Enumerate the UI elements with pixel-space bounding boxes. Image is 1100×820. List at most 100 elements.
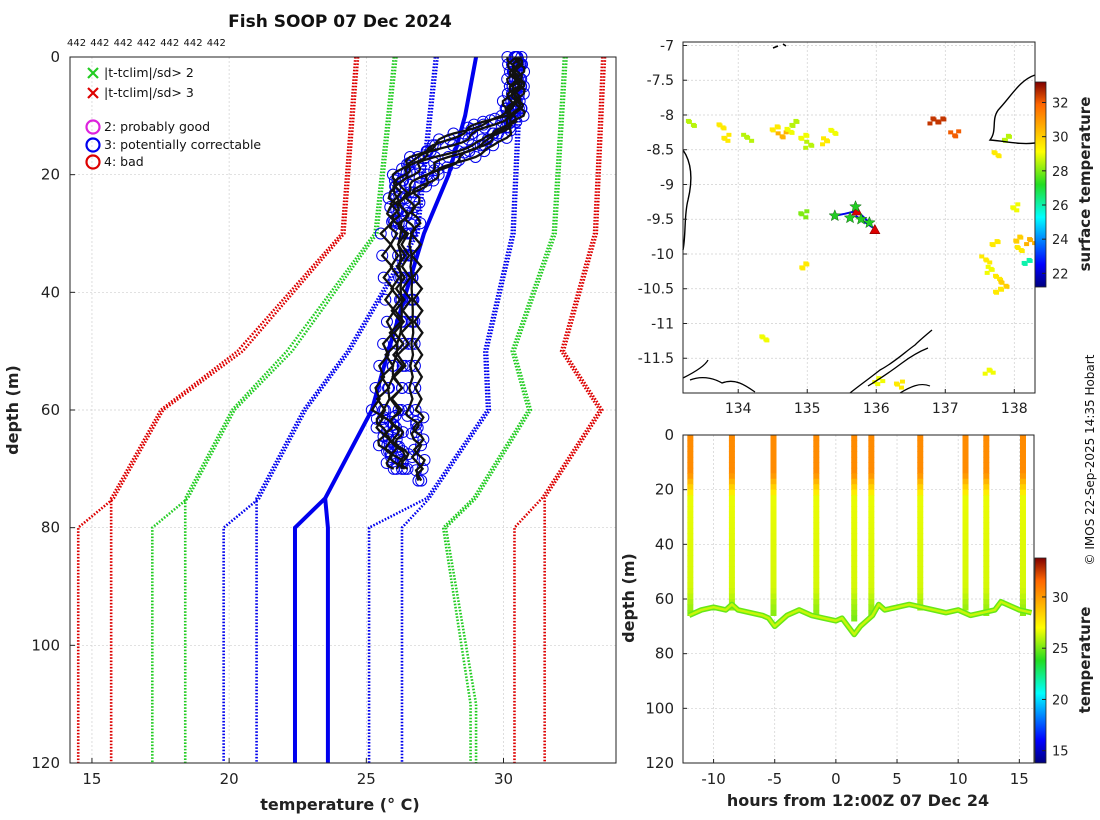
section-cell (728, 484, 735, 491)
section-cell (868, 467, 875, 474)
section-temperature-data (687, 435, 1033, 638)
section-cell (917, 527, 924, 534)
climatology-mean-b (323, 498, 330, 763)
section-cell (1019, 571, 1026, 578)
section-cell (917, 571, 924, 578)
sst-pixel (820, 142, 826, 147)
section-cell (983, 538, 990, 545)
sst-pixel (936, 120, 942, 125)
sst-pixel (985, 264, 991, 269)
sst-pixel (876, 376, 882, 381)
flag-circle-marker (377, 337, 390, 350)
section-cell (983, 517, 990, 524)
section-cell (983, 582, 990, 589)
section-cell (851, 495, 858, 502)
section-cell (1019, 604, 1026, 611)
flag-circle-marker (380, 315, 393, 328)
section-cell (962, 588, 969, 595)
section-cell (770, 599, 777, 606)
section-cell (770, 538, 777, 545)
profile-y-axis-label: depth (m) (3, 365, 22, 455)
flag-circle-marker (415, 439, 428, 452)
flag-markers (365, 51, 531, 487)
section-cell (770, 451, 777, 458)
section-cell (868, 500, 875, 507)
section-cell (962, 506, 969, 513)
section-cell (962, 484, 969, 491)
sst-pixel (984, 270, 990, 275)
section-cell (1019, 467, 1026, 474)
map-y-tick-label: -8.5 (647, 143, 674, 159)
sst-pixel (790, 123, 796, 128)
flag-circle-marker (409, 404, 422, 416)
flag-circle-marker (380, 456, 393, 469)
section-cell (851, 489, 858, 496)
count-label: 442 (67, 38, 86, 49)
section-cell (770, 522, 777, 529)
legend-label: |t-tclim|/sd> 2 (104, 65, 194, 80)
flag-circle-marker (415, 474, 428, 487)
section-cell (868, 555, 875, 562)
sst-pixel (1015, 202, 1021, 207)
section-cell (983, 435, 990, 442)
sst-pixel (722, 136, 728, 141)
sst-pixel (1018, 235, 1024, 240)
section-colorbar (1034, 557, 1047, 764)
section-cell (770, 593, 777, 600)
section-cell (728, 588, 735, 595)
section-cell (770, 445, 777, 452)
section-cell (962, 456, 969, 463)
section-cell (1019, 577, 1026, 584)
map-y-tick-label: -11 (651, 316, 674, 332)
section-cell (917, 522, 924, 529)
section-cell (813, 517, 820, 524)
section-cell (917, 456, 924, 463)
section-cell (983, 489, 990, 496)
section-cell (770, 533, 777, 540)
section-cell (728, 560, 735, 567)
map-x-tick-label: 136 (863, 401, 890, 417)
sst-pixel (1024, 242, 1030, 247)
sst-pixel (894, 382, 900, 387)
section-cell (917, 462, 924, 469)
section-cell (851, 517, 858, 524)
section-x-tick-label: -10 (701, 770, 726, 788)
section-cell (868, 445, 875, 452)
section-cell (983, 506, 990, 513)
sst-pixel (770, 128, 776, 133)
section-cell (917, 555, 924, 562)
map-colorbar-tick-label: 26 (1052, 199, 1069, 214)
flag-circle-marker (496, 95, 509, 108)
sst-pixel (875, 382, 881, 387)
section-cell (728, 435, 735, 442)
section-cell (728, 489, 735, 496)
section-cell (983, 527, 990, 534)
section-cell (1019, 588, 1026, 595)
good-station-marker (828, 209, 842, 222)
section-cell (962, 440, 969, 447)
section-cell (983, 549, 990, 556)
map-colorbar-tick-label: 22 (1052, 267, 1069, 282)
sst-pixel (880, 379, 886, 384)
x-tick-label: 15 (82, 770, 101, 788)
sst-pixel (1015, 246, 1021, 251)
section-cell (728, 500, 735, 507)
good-station-marker (843, 211, 857, 224)
section-cell (1019, 478, 1026, 485)
section-cell (770, 506, 777, 513)
section-cell (962, 549, 969, 556)
map-coastline (682, 43, 1036, 394)
section-cell (868, 582, 875, 589)
section-cell (687, 489, 694, 496)
map-colorbar-ticks: 22 24 26 28 30 32 (1042, 97, 1069, 282)
section-cell (1019, 555, 1026, 562)
section-cell (728, 533, 735, 540)
map-ship-track (828, 200, 881, 234)
section-cell (983, 445, 990, 452)
section-cell (962, 467, 969, 474)
section-cell (687, 549, 694, 556)
section-cell (728, 517, 735, 524)
section-cell (868, 456, 875, 463)
count-label: 442 (184, 38, 203, 49)
section-cell (983, 588, 990, 595)
